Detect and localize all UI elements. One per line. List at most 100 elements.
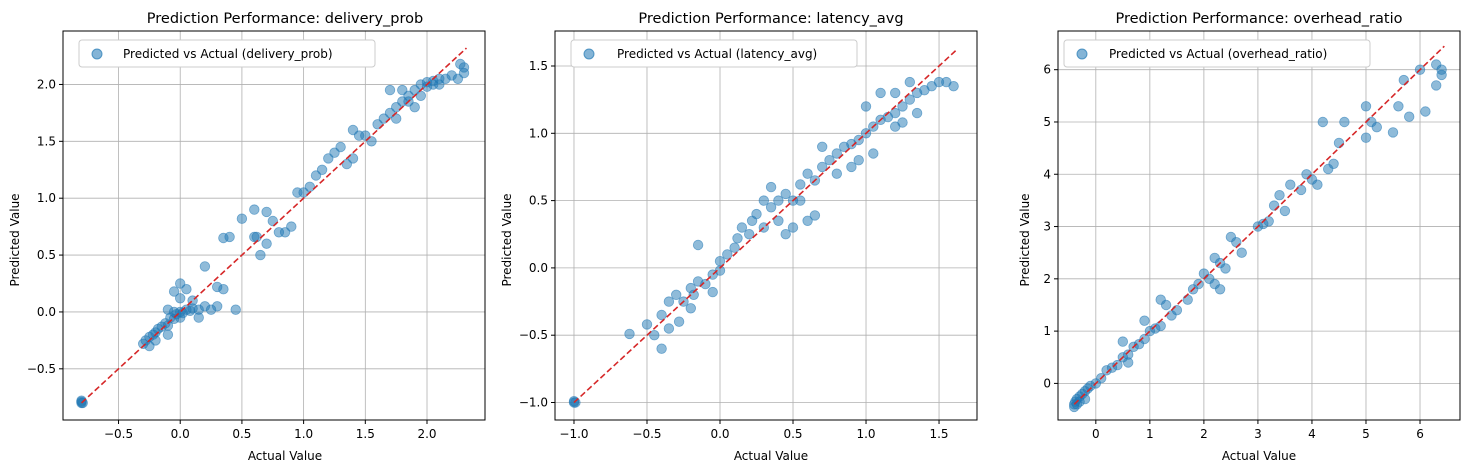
data-point [1360, 101, 1372, 112]
data-point [1122, 357, 1134, 368]
y-tick-label: 0 [1043, 376, 1051, 390]
data-point [1139, 333, 1150, 345]
data-point [1112, 359, 1123, 371]
axes-frame [62, 30, 486, 421]
plot-area: 0 1 2 3 4 5 6 0 1 2 3 4 5 6 [1043, 30, 1461, 441]
x-tick-label: 0.0 [710, 427, 729, 441]
x-tick-label: 2.0 [417, 427, 436, 441]
data-point [641, 319, 653, 330]
data-point [765, 181, 777, 193]
scatter-panel-latency-avg: Prediction Performance: latency_avg Actu… [500, 11, 978, 463]
legend-marker [583, 48, 595, 60]
data-point [1430, 80, 1442, 91]
data-point [1236, 247, 1247, 258]
legend: Predicted vs Actual (delivery_prob) [78, 39, 376, 68]
data-point [1214, 284, 1226, 295]
y-tick-label: 1.0 [529, 126, 548, 140]
data-point [846, 161, 857, 173]
data-point [875, 87, 886, 99]
x-axis-label: Actual Value [734, 449, 808, 463]
data-point [1079, 393, 1091, 405]
data-point [824, 154, 835, 166]
x-tick-label: 3 [1254, 427, 1262, 441]
data-point [1160, 299, 1172, 311]
y-tick-label: 6 [1043, 63, 1051, 77]
data-point [1220, 263, 1231, 274]
legend-label: Predicted vs Actual (delivery_prob) [123, 47, 333, 61]
x-tick-label: 0.5 [783, 427, 802, 441]
x-tick-label: −0.5 [104, 427, 133, 441]
plot-area: −1.0 −0.5 0.0 0.5 1.0 1.5 −1.0 −0.5 0.0 0.5 1.0 1.5 [519, 30, 978, 441]
data-point [347, 153, 359, 164]
data-point [831, 168, 843, 179]
data-point [911, 107, 923, 119]
data-point [174, 293, 186, 304]
data-point [1430, 59, 1442, 70]
data-point [1393, 101, 1404, 112]
data-point [624, 328, 635, 340]
data-point [236, 213, 248, 224]
y-tick-label: 4 [1043, 167, 1051, 181]
data-point [795, 179, 806, 190]
data-point [1231, 236, 1242, 248]
data-point [758, 195, 770, 206]
data-point [1285, 179, 1296, 190]
y-tick-label: 0.5 [529, 194, 548, 208]
data-point [218, 284, 229, 295]
data-point [1387, 127, 1399, 138]
scatter-panel-overhead-ratio: Prediction Performance: overhead_ratio A… [1018, 11, 1461, 463]
data-point [316, 164, 328, 176]
data-point [1274, 189, 1285, 201]
data-point [817, 161, 828, 173]
data-point [744, 228, 755, 240]
y-tick-label: 0.0 [37, 305, 56, 319]
chart-title: Prediction Performance: latency_avg [638, 11, 903, 27]
data-point [656, 343, 667, 354]
legend-marker [91, 48, 103, 60]
x-tick-label: −0.5 [632, 427, 661, 441]
data-point [434, 79, 445, 90]
data-point [415, 90, 427, 102]
ideal-fit-line [1073, 45, 1445, 405]
data-point [860, 101, 872, 112]
data-point [162, 304, 174, 315]
axes-frame [554, 30, 978, 421]
data-point [904, 94, 916, 105]
data-point [773, 195, 784, 206]
legend-marker [1076, 48, 1088, 60]
data-point [335, 141, 346, 153]
data-point [455, 58, 466, 70]
x-axis-label: Actual Value [1222, 449, 1296, 463]
data-point [1263, 216, 1274, 227]
data-point [570, 397, 581, 408]
plot-area: −0.5 0.0 0.5 1.0 1.5 2.0 −0.5 0.0 0.5 1.0 1.5 2.0 [27, 30, 486, 441]
y-axis-label: Predicted Value [500, 193, 514, 286]
data-point [714, 256, 726, 267]
data-point [692, 239, 704, 251]
data-point [780, 228, 791, 240]
data-point [230, 304, 241, 315]
y-tick-label: 5 [1043, 115, 1051, 129]
legend-box [78, 39, 376, 68]
y-tick-label: −0.5 [27, 362, 56, 376]
x-tick-label: 1.0 [294, 427, 313, 441]
data-point [1171, 305, 1183, 316]
data-point [193, 312, 204, 323]
data-point [199, 261, 211, 272]
data-point [649, 330, 660, 341]
x-tick-label: −1.0 [559, 427, 588, 441]
data-point [304, 181, 316, 193]
data-point [162, 329, 174, 340]
data-point [261, 206, 272, 218]
data-point [707, 286, 718, 298]
data-point [1279, 205, 1291, 217]
scatter-panel-delivery-prob: Prediction Performance: delivery_prob Ac… [8, 11, 486, 463]
data-point [817, 141, 828, 153]
data-point [76, 395, 87, 406]
x-tick-label: 0.0 [171, 427, 190, 441]
x-tick-label: 6 [1416, 427, 1424, 441]
x-tick-label: 1.5 [929, 427, 948, 441]
x-tick-label: 4 [1308, 427, 1316, 441]
data-point [773, 215, 784, 227]
